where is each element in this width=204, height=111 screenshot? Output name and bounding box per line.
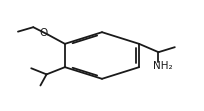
Text: NH₂: NH₂ bbox=[153, 61, 173, 71]
Text: O: O bbox=[40, 28, 48, 38]
